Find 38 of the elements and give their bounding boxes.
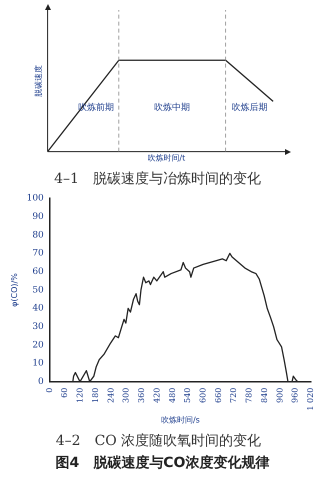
x-tick-label: 0 xyxy=(44,388,54,393)
x-tick-label: 960 xyxy=(290,388,300,403)
x-tick-label: 840 xyxy=(260,388,269,403)
x-tick-label: 720 xyxy=(229,388,238,403)
caption: 图4 脱碳速度与CO浓度变化规律 xyxy=(54,454,270,472)
x-tick-label: 660 xyxy=(214,388,223,403)
y-axis-title: φ(CO)/% xyxy=(10,272,19,307)
y-tick-label: 90 xyxy=(32,212,44,222)
x-tick-label: 1 020 xyxy=(306,388,316,411)
y-tick-label: 80 xyxy=(32,230,44,240)
y-tick-label: 20 xyxy=(32,340,44,350)
x-tick-label: 420 xyxy=(152,388,162,403)
x-axis-title: 吹炼时间/t xyxy=(147,153,186,162)
y-tick-label: 60 xyxy=(32,267,44,278)
x-tick-label: 900 xyxy=(275,388,284,403)
x-tick-label: 360 xyxy=(137,388,146,403)
x-tick-label: 540 xyxy=(183,388,192,403)
y-tick-label: 40 xyxy=(32,304,44,314)
y-tick-label: 30 xyxy=(32,322,44,332)
x-tick-label: 480 xyxy=(168,388,177,403)
x-tick-label: 600 xyxy=(198,388,208,403)
y-tick-label: 50 xyxy=(32,285,44,296)
x-tick-label: 120 xyxy=(76,388,85,403)
x-tick-label: 780 xyxy=(244,388,254,403)
y-axis-title: 脱碳速度 xyxy=(34,64,43,97)
y-tick-label: 100 xyxy=(26,194,44,204)
y-tick-label: 0 xyxy=(38,377,44,388)
annotation: 吹炼中期 xyxy=(154,102,190,114)
annotation: 吹炼后期 xyxy=(231,102,268,114)
y-tick-label: 10 xyxy=(32,358,44,369)
x-axis-title: 吹炼时间/s xyxy=(160,415,200,424)
x-tick-label: 300 xyxy=(122,388,131,403)
x-tick-label: 240 xyxy=(106,388,116,403)
text: 4–1 脱碳速度与冶炼时间的变化 xyxy=(54,171,261,188)
x-tick-label: 180 xyxy=(90,388,100,403)
y-tick-label: 70 xyxy=(32,248,44,259)
x-tick-label: 60 xyxy=(60,388,70,398)
text: 4–2 CO 浓度随吹氧时间的变化 xyxy=(56,433,262,450)
